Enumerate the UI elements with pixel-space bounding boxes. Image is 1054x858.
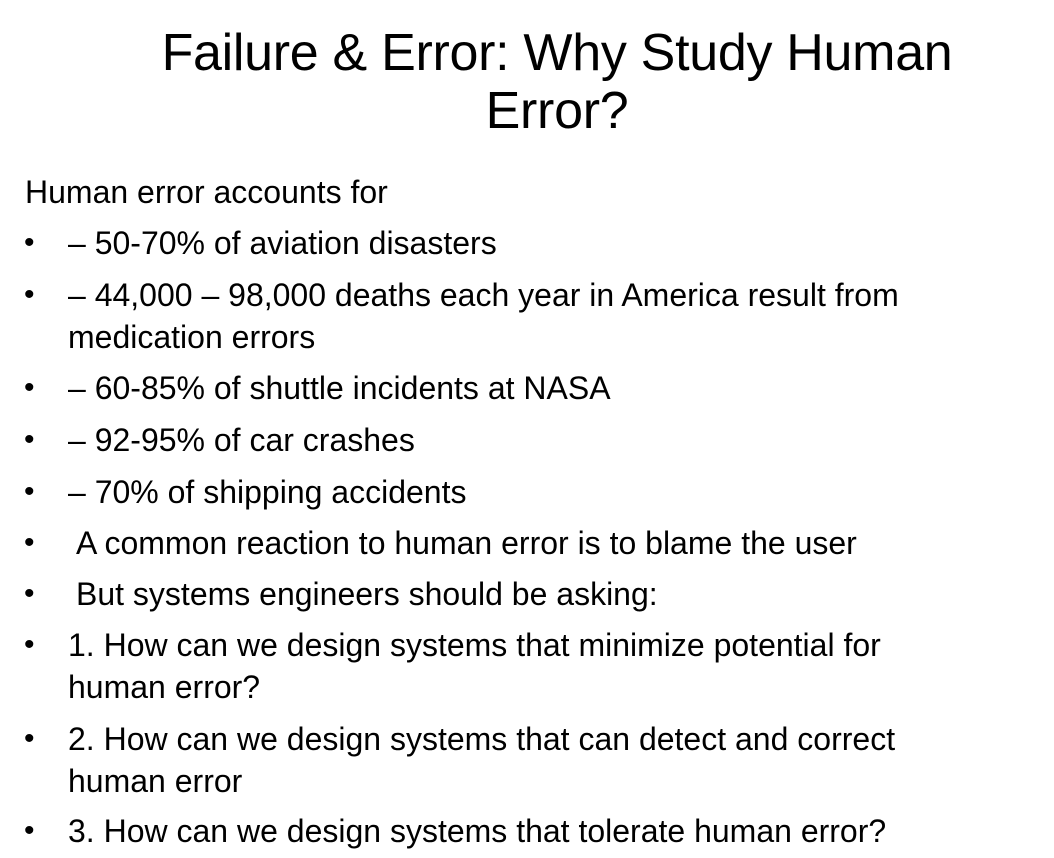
bullet-text: 1. How can we design systems that minimi… <box>68 624 1018 708</box>
bullet-marker: • <box>24 371 35 404</box>
bullet-text-line1: 1. How can we design systems that minimi… <box>68 627 881 663</box>
bullet-text: – 92-95% of car crashes <box>68 422 415 458</box>
bullet-text: – 44,000 – 98,000 deaths each year in Am… <box>68 274 1018 358</box>
slide-title: Failure & Error: Why Study Human Error? <box>60 24 1054 140</box>
bullet-text: 3. How can we design systems that tolera… <box>68 813 887 849</box>
intro-text: Human error accounts for <box>25 174 388 210</box>
bullet-text-line1: 2. How can we design systems that can de… <box>68 721 896 757</box>
slide-title-line2: Error? <box>485 82 629 140</box>
bullet-text: 2. How can we design systems that can de… <box>68 718 1018 802</box>
bullet-marker: • <box>24 577 35 610</box>
bullet-marker: • <box>24 226 35 259</box>
bullet-text-line2: medication errors <box>68 319 316 355</box>
bullet-text: – 70% of shipping accidents <box>68 474 467 510</box>
bullet-marker: • <box>24 628 35 661</box>
bullet-text-line1: – 44,000 – 98,000 deaths each year in Am… <box>68 277 899 313</box>
slide-title-line1: Failure & Error: Why Study Human <box>161 24 953 82</box>
bullet-marker: • <box>24 475 35 508</box>
bullet-text: – 60-85% of shuttle incidents at NASA <box>68 370 611 406</box>
bullet-text: – 50-70% of aviation disasters <box>68 225 497 261</box>
bullet-marker: • <box>24 526 35 559</box>
bullet-text: But systems engineers should be asking: <box>76 576 658 612</box>
bullet-marker: • <box>24 423 35 456</box>
bullet-marker: • <box>24 814 35 847</box>
bullet-marker: • <box>24 722 35 755</box>
bullet-text-line2: human error <box>68 763 243 799</box>
bullet-text-line2: human error? <box>68 669 261 705</box>
bullet-marker: • <box>24 278 35 311</box>
bullet-text: A common reaction to human error is to b… <box>76 525 857 561</box>
